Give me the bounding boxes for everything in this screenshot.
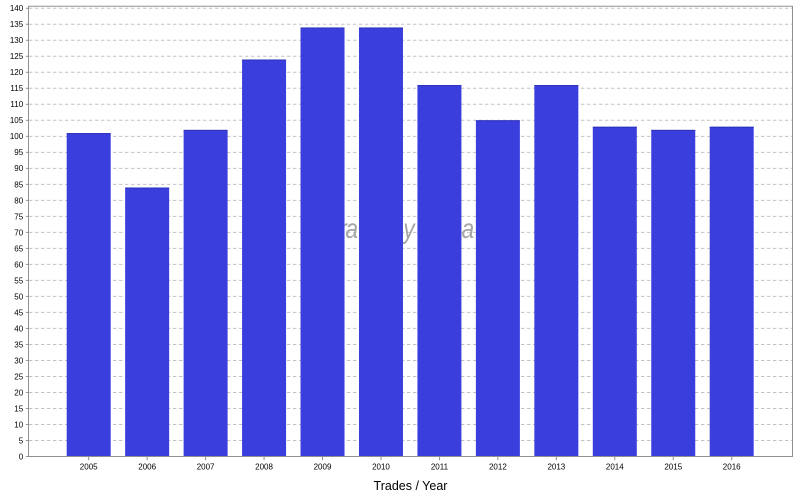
svg-text:30: 30	[14, 356, 23, 365]
svg-text:115: 115	[10, 84, 23, 93]
svg-text:2010: 2010	[372, 462, 390, 471]
svg-text:55: 55	[14, 276, 23, 285]
svg-text:135: 135	[10, 20, 24, 29]
svg-text:2011: 2011	[431, 462, 449, 471]
svg-text:Trades / Year: Trades / Year	[374, 479, 448, 493]
svg-text:80: 80	[14, 196, 23, 205]
svg-text:65: 65	[14, 244, 23, 253]
svg-text:2006: 2006	[138, 462, 156, 471]
svg-text:0: 0	[19, 452, 24, 461]
svg-text:2005: 2005	[80, 462, 98, 471]
svg-text:90: 90	[14, 164, 23, 173]
svg-text:2014: 2014	[606, 462, 624, 471]
svg-text:5: 5	[19, 436, 24, 445]
svg-text:2012: 2012	[489, 462, 507, 471]
svg-text:140: 140	[10, 4, 24, 13]
svg-text:y: y	[402, 214, 416, 245]
svg-text:95: 95	[14, 148, 23, 157]
svg-text:70: 70	[14, 228, 23, 237]
svg-text:105: 105	[10, 116, 24, 125]
svg-text:2015: 2015	[664, 462, 682, 471]
svg-text:a: a	[462, 214, 475, 245]
svg-text:110: 110	[10, 100, 23, 109]
svg-text:40: 40	[14, 324, 23, 333]
svg-text:85: 85	[14, 180, 23, 189]
svg-text:20: 20	[14, 388, 23, 397]
svg-text:130: 130	[10, 36, 24, 45]
svg-text:45: 45	[14, 308, 23, 317]
svg-text:a: a	[346, 214, 359, 245]
svg-text:35: 35	[14, 340, 23, 349]
svg-text:75: 75	[14, 212, 23, 221]
svg-text:2007: 2007	[197, 462, 215, 471]
svg-text:15: 15	[14, 404, 23, 413]
svg-text:2016: 2016	[723, 462, 741, 471]
svg-text:60: 60	[14, 260, 23, 269]
svg-text:2013: 2013	[547, 462, 565, 471]
svg-text:2008: 2008	[255, 462, 273, 471]
svg-text:100: 100	[10, 132, 24, 141]
svg-text:120: 120	[10, 68, 24, 77]
svg-text:25: 25	[14, 372, 23, 381]
svg-text:2009: 2009	[314, 462, 332, 471]
svg-text:125: 125	[10, 52, 24, 61]
svg-text:10: 10	[14, 420, 23, 429]
svg-text:50: 50	[14, 292, 23, 301]
